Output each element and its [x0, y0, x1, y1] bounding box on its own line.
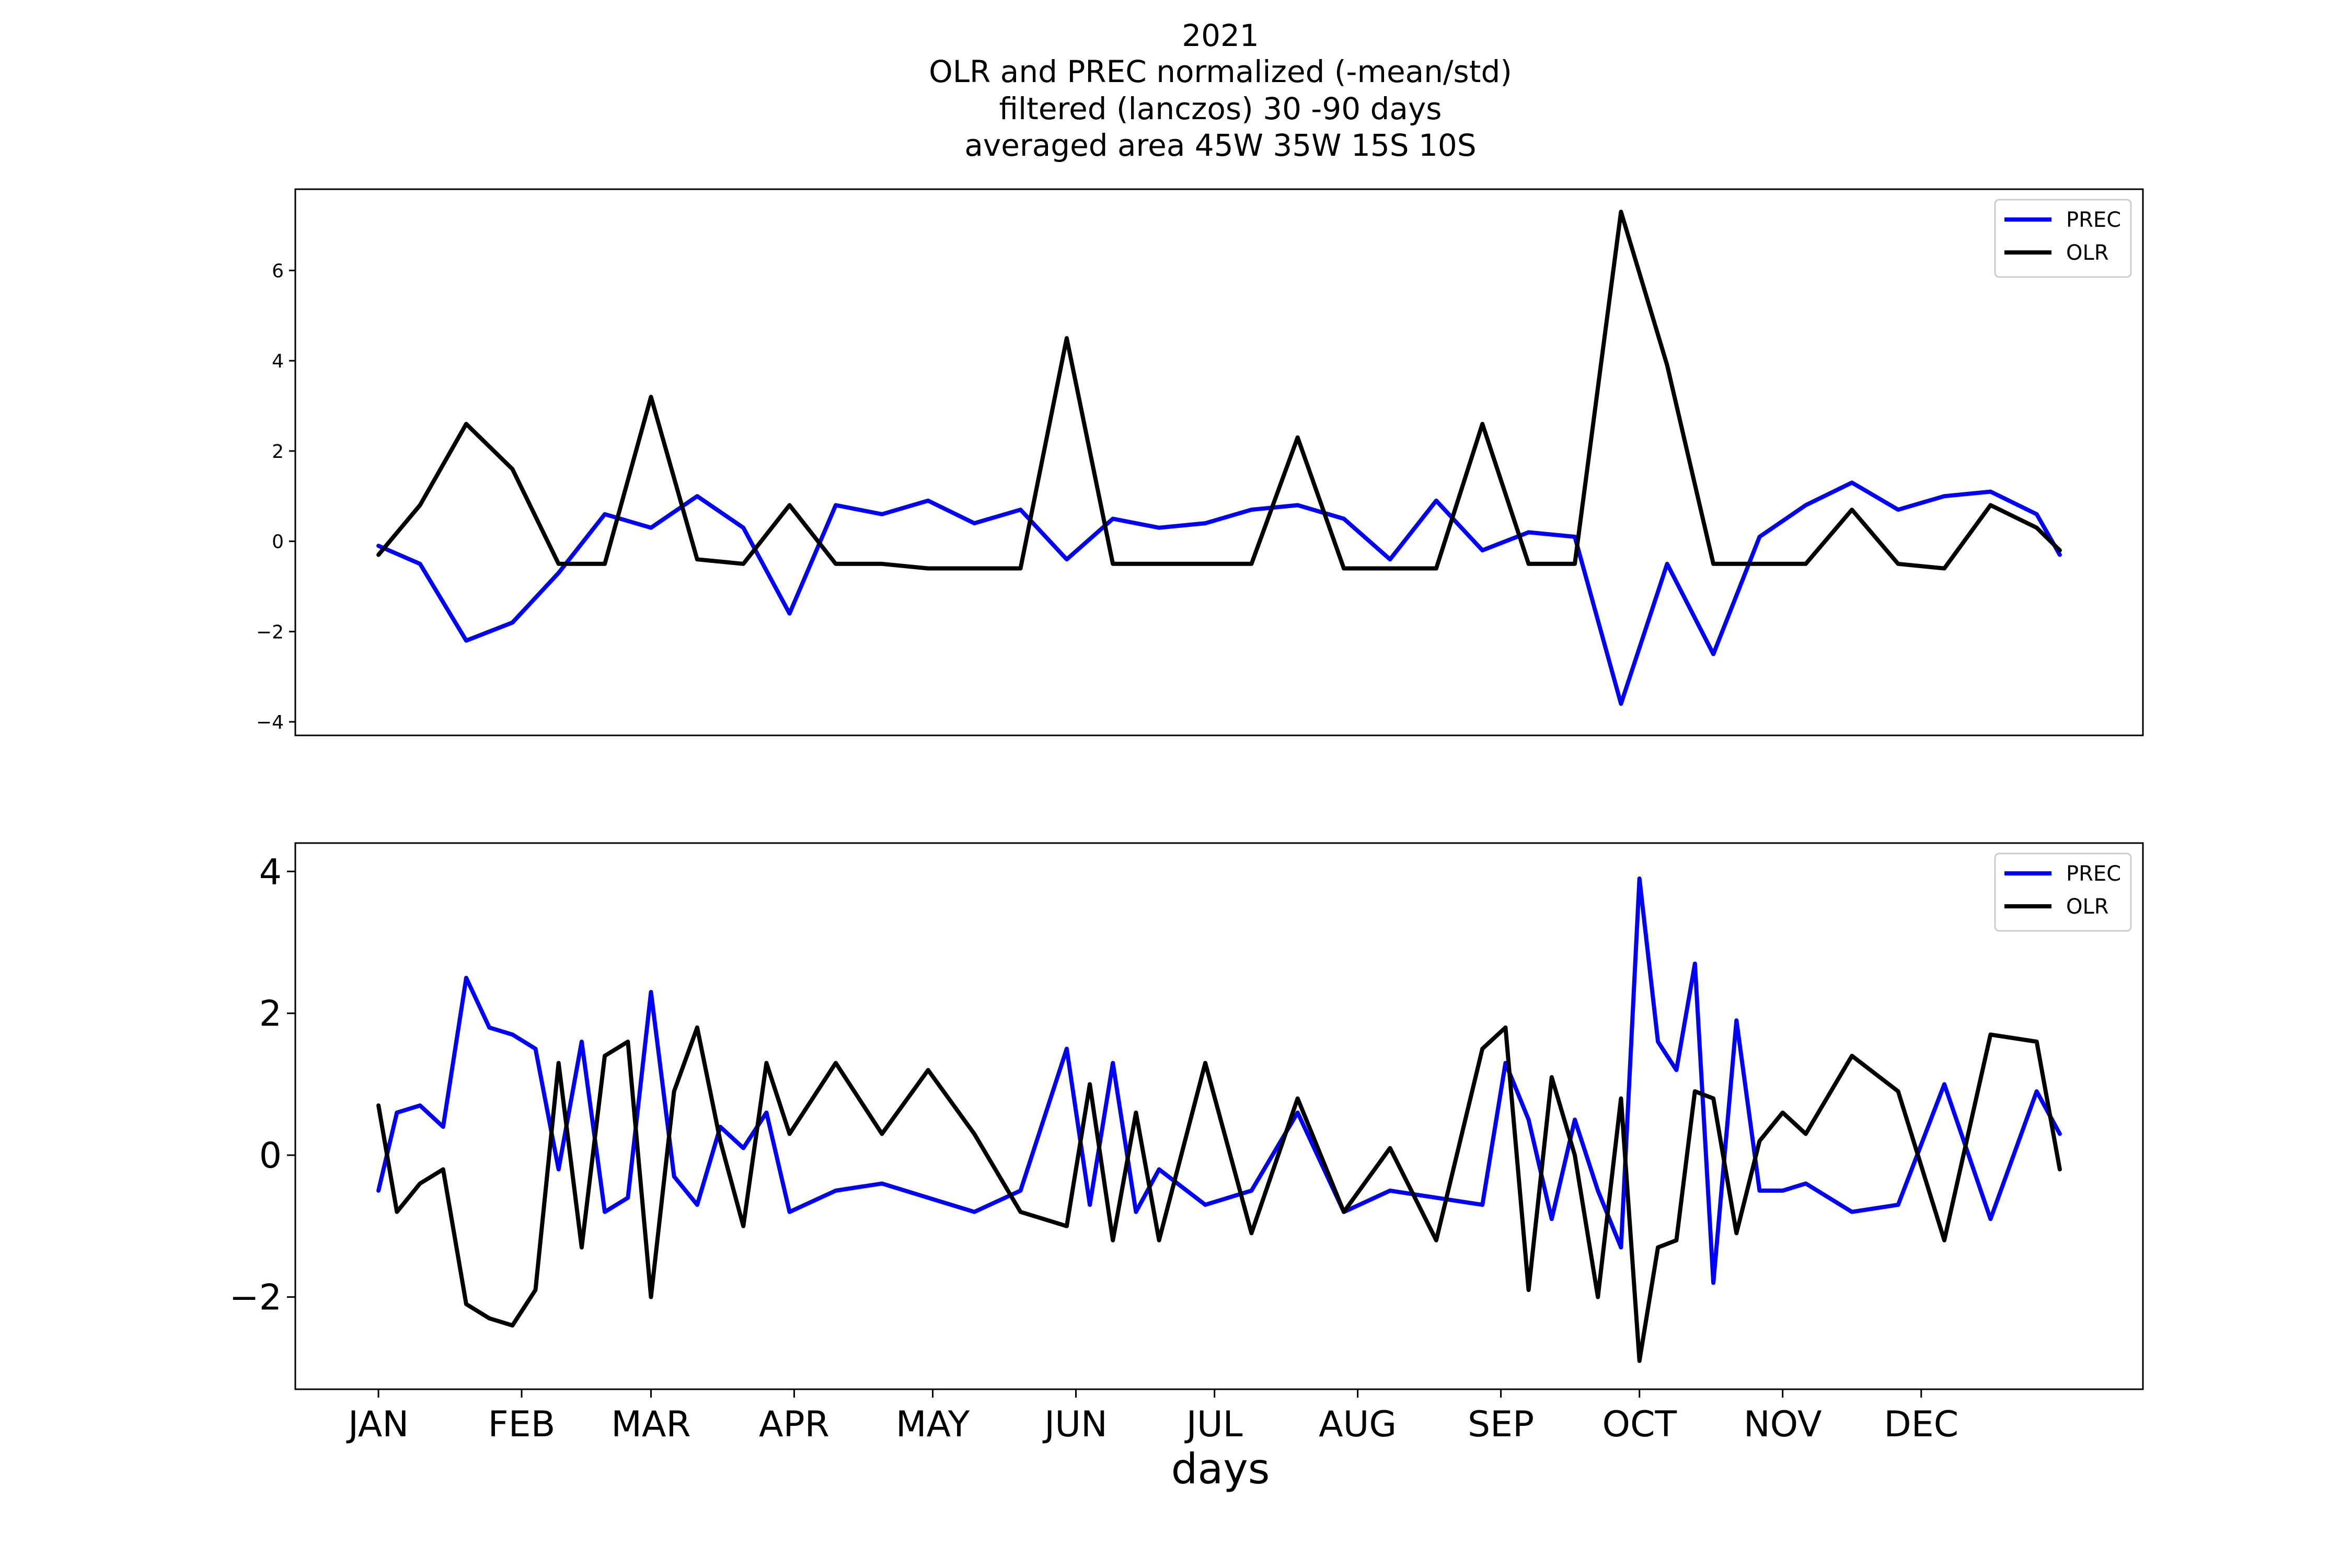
bottom-legend-olr-label: OLR: [2066, 895, 2109, 919]
title-line-3: filtered (lanczos) 30 -90 days: [999, 91, 1442, 126]
x-tick-label-dec: DEC: [1884, 1404, 1958, 1445]
top-y-tick-label: 2: [272, 441, 284, 463]
bottom-legend: PREC OLR: [1994, 852, 2132, 932]
title-line-2: OLR and PREC normalized (-mean/std): [929, 54, 1512, 89]
x-tick-label-nov: NOV: [1744, 1404, 1822, 1445]
title-line-1: 2021: [1182, 18, 1259, 53]
x-tick-label-may: MAY: [896, 1404, 970, 1445]
bottom-panel: −2 0 2 4 JAN FEB MAR APR MAY JUN JUL AUG SEP OCT NOV D…: [229, 842, 2144, 1493]
bottom-series-lines: [376, 876, 2062, 1363]
bottom-legend-prec-label: PREC: [2066, 862, 2121, 886]
x-tick-label-jul: JUL: [1184, 1404, 1243, 1445]
bottom-series-prec-line: [376, 876, 2062, 1285]
x-axis-label: days: [1171, 1445, 1270, 1493]
bottom-y-tick-label: 0: [259, 1135, 282, 1177]
title-line-4: averaged area 45W 35W 15S 10S: [964, 128, 1476, 163]
top-legend-olr-label: OLR: [2066, 241, 2109, 265]
x-tick-label-jan: JAN: [346, 1404, 409, 1445]
top-series-lines: [376, 210, 2062, 706]
top-legend-prec-label: PREC: [2066, 208, 2121, 232]
top-series-olr-line: [376, 210, 2062, 571]
top-y-tick-label: 4: [272, 351, 284, 372]
x-tick-label-mar: MAR: [611, 1404, 690, 1445]
bottom-y-axis-ticks: −2 0 2 4: [229, 851, 295, 1319]
figure-title: 2021 OLR and PREC normalized (-mean/std)…: [929, 18, 1512, 163]
top-series-prec-line: [376, 480, 2062, 706]
bottom-y-tick-label: 4: [259, 851, 282, 893]
top-axes-frame: [294, 188, 2144, 736]
top-y-axis-ticks: −4 −2 0 2 4 6: [256, 260, 295, 733]
bottom-axes-frame: [294, 842, 2144, 1390]
x-tick-label-aug: AUG: [1319, 1404, 1397, 1445]
x-tick-label-apr: APR: [759, 1404, 829, 1445]
top-y-tick-label: −4: [256, 712, 284, 733]
x-tick-label-oct: OCT: [1602, 1404, 1677, 1445]
top-y-tick-label: 6: [272, 260, 284, 282]
x-tick-label-jun: JUN: [1042, 1404, 1108, 1445]
top-legend: PREC OLR: [1994, 199, 2132, 278]
x-tick-label-feb: FEB: [488, 1404, 556, 1445]
bottom-y-tick-label: −2: [229, 1277, 282, 1319]
bottom-series-olr-line: [376, 1025, 2062, 1363]
top-y-tick-label: −2: [256, 621, 284, 643]
bottom-y-tick-label: 2: [259, 994, 282, 1035]
top-panel: −4 −2 0 2 4 6 PREC OLR: [256, 188, 2144, 736]
bottom-x-axis-ticks: JAN FEB MAR APR MAY JUN JUL AUG SEP OCT NOV DEC: [346, 1389, 1958, 1445]
top-y-tick-label: 0: [272, 532, 284, 553]
x-tick-label-sep: SEP: [1468, 1404, 1534, 1445]
